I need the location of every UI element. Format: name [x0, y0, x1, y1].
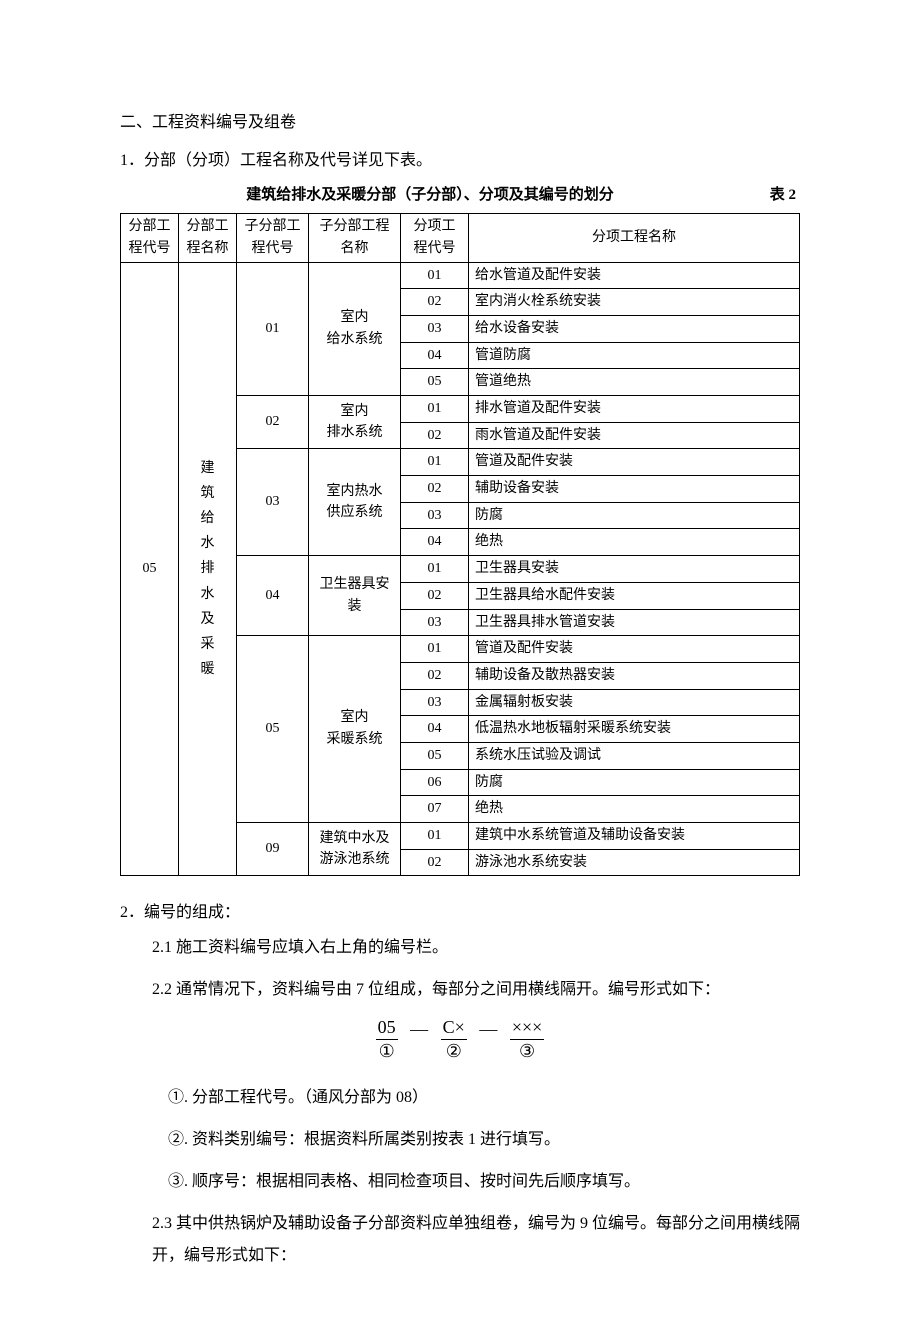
- table-cell: 03: [401, 689, 469, 716]
- table-cell: 06: [401, 769, 469, 796]
- legend-3: ③. 顺序号：根据相同表格、相同检查项目、按时间先后顺序填写。: [120, 1166, 800, 1198]
- table-cell: 建筑中水及游泳池系统: [309, 823, 401, 876]
- section-heading: 二、工程资料编号及组卷: [120, 110, 800, 136]
- legend-2: ②. 资料类别编号：根据资料所属类别按表 1 进行填写。: [120, 1124, 800, 1156]
- table-cell: 卫生器具安装: [469, 556, 800, 583]
- frac-1-bot: ①: [376, 1040, 398, 1063]
- numbering-formula: 05 ① — C× ② — ××× ③: [120, 1016, 800, 1064]
- p2-heading: 2．编号的组成：: [120, 900, 800, 926]
- frac-2-bot: ②: [441, 1040, 467, 1063]
- table-cell: 建筑中水系统管道及辅助设备安装: [469, 823, 800, 850]
- table-cell: 低温热水地板辐射采暖系统安装: [469, 716, 800, 743]
- table-cell: 金属辐射板安装: [469, 689, 800, 716]
- table-cell: 02: [237, 396, 309, 449]
- p2-3: 2.3 其中供热锅炉及辅助设备子分部资料应单独组卷，编号为 9 位编号。每部分之…: [120, 1208, 800, 1272]
- table-header-cell: 分部工程名称: [179, 214, 237, 262]
- table-cell: 管道绝热: [469, 369, 800, 396]
- table-cell: 01: [237, 262, 309, 395]
- frac-2: C× ②: [441, 1016, 467, 1064]
- table-cell: 03: [401, 609, 469, 636]
- table-cell: 室内给水系统: [309, 262, 401, 395]
- table-cell: 04: [237, 556, 309, 636]
- table-cell: 05: [237, 636, 309, 823]
- table-cell: 给水设备安装: [469, 315, 800, 342]
- table-cell: 管道及配件安装: [469, 636, 800, 663]
- table-header-cell: 分项工程名称: [469, 214, 800, 262]
- table-label: 表 2: [736, 183, 796, 207]
- table-cell: 雨水管道及配件安装: [469, 422, 800, 449]
- table-cell: 绝热: [469, 796, 800, 823]
- table-cell: 03: [401, 502, 469, 529]
- table-cell: 给水管道及配件安装: [469, 262, 800, 289]
- legend-1: ①. 分部工程代号。（通风分部为 08）: [120, 1082, 800, 1114]
- frac-3-bot: ③: [510, 1040, 544, 1063]
- table-cell: 防腐: [469, 769, 800, 796]
- table-cell: 辅助设备及散热器安装: [469, 662, 800, 689]
- frac-3-top: ×××: [510, 1016, 544, 1040]
- table-cell: 建筑给水排水及采暖: [179, 262, 237, 876]
- table-cell: 02: [401, 422, 469, 449]
- table-cell: 02: [401, 849, 469, 876]
- table-title-row: 建筑给排水及采暖分部（子分部）、分项及其编号的划分 表 2: [120, 183, 800, 207]
- table-cell: 09: [237, 823, 309, 876]
- table-cell: 绝热: [469, 529, 800, 556]
- p2-2: 2.2 通常情况下，资料编号由 7 位组成，每部分之间用横线隔开。编号形式如下：: [120, 974, 800, 1006]
- table-cell: 05: [121, 262, 179, 876]
- table-cell: 01: [401, 262, 469, 289]
- frac-3: ××× ③: [510, 1016, 544, 1064]
- table-cell: 排水管道及配件安装: [469, 396, 800, 423]
- table-cell: 室内消火栓系统安装: [469, 289, 800, 316]
- table-cell: 01: [401, 636, 469, 663]
- classification-table: 分部工程代号分部工程名称子分部工程代号子分部工程名称分项工程代号分项工程名称05…: [120, 213, 800, 876]
- table-cell: 03: [401, 315, 469, 342]
- table-cell: 04: [401, 529, 469, 556]
- table-cell: 02: [401, 476, 469, 503]
- table-cell: 卫生器具排水管道安装: [469, 609, 800, 636]
- table-cell: 游泳池水系统安装: [469, 849, 800, 876]
- table-cell: 系统水压试验及调试: [469, 742, 800, 769]
- table-title: 建筑给排水及采暖分部（子分部）、分项及其编号的划分: [124, 183, 736, 207]
- table-header-cell: 分项工程代号: [401, 214, 469, 262]
- table-cell: 02: [401, 662, 469, 689]
- table-cell: 04: [401, 342, 469, 369]
- table-cell: 01: [401, 449, 469, 476]
- frac-2-top: C×: [441, 1016, 467, 1040]
- table-cell: 02: [401, 289, 469, 316]
- subheading-1: 1．分部（分项）工程名称及代号详见下表。: [120, 148, 800, 174]
- table-cell: 01: [401, 556, 469, 583]
- table-cell: 管道防腐: [469, 342, 800, 369]
- frac-1-top: 05: [376, 1016, 398, 1040]
- table-cell: 05: [401, 742, 469, 769]
- table-cell: 卫生器具安装: [309, 556, 401, 636]
- table-row: 05建筑给水排水及采暖01室内给水系统01给水管道及配件安装: [121, 262, 800, 289]
- table-cell: 05: [401, 369, 469, 396]
- table-header-cell: 分部工程代号: [121, 214, 179, 262]
- table-cell: 室内排水系统: [309, 396, 401, 449]
- dash-1: —: [408, 1015, 430, 1044]
- table-cell: 04: [401, 716, 469, 743]
- table-cell: 辅助设备安装: [469, 476, 800, 503]
- table-cell: 03: [237, 449, 309, 556]
- table-header-row: 分部工程代号分部工程名称子分部工程代号子分部工程名称分项工程代号分项工程名称: [121, 214, 800, 262]
- table-cell: 01: [401, 396, 469, 423]
- table-cell: 01: [401, 823, 469, 850]
- frac-1: 05 ①: [376, 1016, 398, 1064]
- table-cell: 室内采暖系统: [309, 636, 401, 823]
- dash-2: —: [477, 1015, 499, 1044]
- table-cell: 02: [401, 582, 469, 609]
- table-cell: 卫生器具给水配件安装: [469, 582, 800, 609]
- p2-1: 2.1 施工资料编号应填入右上角的编号栏。: [120, 932, 800, 964]
- table-header-cell: 子分部工程代号: [237, 214, 309, 262]
- table-header-cell: 子分部工程名称: [309, 214, 401, 262]
- table-cell: 07: [401, 796, 469, 823]
- table-cell: 防腐: [469, 502, 800, 529]
- table-cell: 室内热水供应系统: [309, 449, 401, 556]
- table-cell: 管道及配件安装: [469, 449, 800, 476]
